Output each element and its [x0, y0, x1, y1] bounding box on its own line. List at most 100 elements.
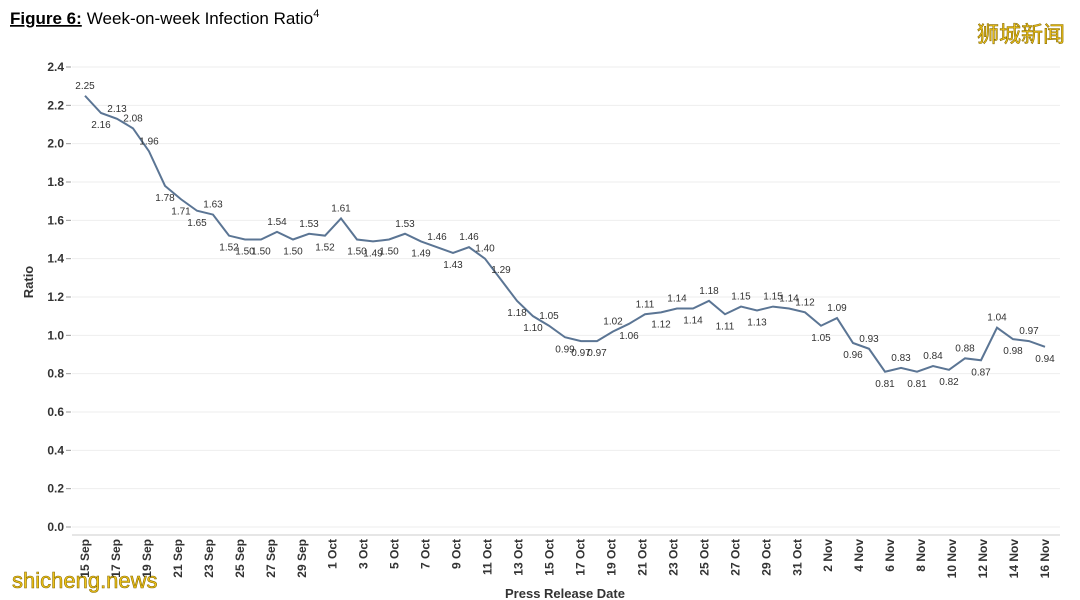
x-tick-label: 19 Sep — [140, 539, 154, 578]
data-label: 1.52 — [315, 243, 335, 254]
data-label: 1.11 — [636, 299, 655, 310]
x-tick-label: 7 Oct — [419, 539, 433, 569]
y-tick-label: 0.8 — [47, 367, 64, 381]
y-tick-label: 2.4 — [47, 60, 64, 74]
x-tick-label: 8 Nov — [914, 539, 928, 572]
x-tick-label: 27 Sep — [264, 539, 278, 578]
data-label: 1.71 — [171, 206, 191, 217]
data-label: 1.46 — [459, 232, 479, 243]
x-tick-label: 23 Oct — [666, 539, 680, 576]
data-label: 0.81 — [907, 379, 927, 390]
data-label: 1.14 — [683, 316, 703, 327]
data-label: 0.82 — [939, 377, 959, 388]
x-tick-label: 11 Oct — [481, 539, 495, 575]
data-label: 1.18 — [699, 286, 719, 297]
data-label: 1.12 — [651, 319, 671, 330]
data-label: 0.93 — [859, 334, 879, 345]
data-label: 0.97 — [571, 348, 591, 359]
x-tick-label: 2 Nov — [821, 539, 835, 572]
data-label: 1.05 — [811, 333, 831, 344]
data-label: 1.61 — [331, 203, 351, 214]
y-tick-label: 1.4 — [47, 252, 64, 266]
x-axis-label: Press Release Date — [505, 586, 625, 600]
data-label: 0.88 — [955, 343, 975, 354]
x-tick-label: 13 Oct — [512, 539, 526, 576]
x-tick-label: 15 Oct — [543, 539, 557, 576]
data-label: 0.83 — [891, 353, 911, 364]
data-label: 2.08 — [123, 113, 143, 124]
y-tick-label: 2.0 — [47, 137, 64, 151]
data-label: 0.97 — [1019, 326, 1039, 337]
x-tick-label: 25 Sep — [233, 539, 247, 578]
data-label: 1.05 — [539, 311, 559, 322]
data-label: 1.15 — [763, 292, 783, 303]
data-label: 1.14 — [667, 294, 687, 305]
title-text: Week-on-week Infection Ratio — [87, 9, 313, 28]
data-label: 1.06 — [619, 331, 639, 342]
data-label: 1.49 — [363, 248, 383, 259]
data-label: 1.11 — [716, 321, 735, 332]
data-label: 1.04 — [987, 313, 1007, 324]
data-label: 1.50 — [379, 247, 399, 258]
x-tick-label: 1 Oct — [326, 539, 340, 569]
watermark: shicheng.news — [12, 568, 158, 593]
data-label: 1.13 — [747, 317, 767, 328]
data-label: 1.14 — [779, 294, 799, 305]
chart-title: Figure 6: Week-on-week Infection Ratio4 — [10, 8, 319, 28]
x-tick-label: 5 Oct — [388, 539, 402, 569]
title-prefix: Figure 6: — [10, 9, 82, 28]
x-tick-label: 19 Oct — [604, 539, 618, 576]
x-tick-label: 14 Nov — [1007, 539, 1021, 579]
data-label: 0.98 — [1003, 346, 1023, 357]
data-label: 2.13 — [107, 104, 127, 115]
data-label: 1.09 — [827, 303, 847, 314]
x-tick-label: 21 Oct — [635, 539, 649, 576]
y-tick-label: 0.6 — [47, 405, 64, 419]
data-label: 1.50 — [283, 247, 303, 258]
data-label: 1.65 — [187, 218, 207, 229]
y-tick-label: 0.0 — [47, 520, 64, 534]
line — [84, 95, 1046, 373]
y-tick-label: 2.2 — [47, 98, 64, 112]
data-label: 1.12 — [795, 297, 815, 308]
data-label: 1.29 — [491, 265, 511, 276]
x-tick-label: 29 Sep — [295, 539, 309, 578]
data-label: 0.84 — [923, 351, 943, 362]
data-label: 1.02 — [603, 317, 623, 328]
x-tick-label: 27 Oct — [728, 539, 742, 576]
x-tick-label: 15 Sep — [78, 539, 92, 578]
y-tick-label: 1.8 — [47, 175, 64, 189]
y-tick-label: 0.4 — [47, 443, 64, 457]
watermark: 狮城新闻 — [977, 22, 1065, 47]
data-label: 0.94 — [1035, 354, 1055, 365]
x-tick-label: 17 Sep — [109, 539, 123, 578]
x-tick-label: 17 Oct — [573, 539, 587, 576]
data-label: 1.63 — [203, 200, 223, 211]
x-tick-label: 23 Sep — [202, 539, 216, 578]
x-tick-label: 9 Oct — [450, 539, 464, 569]
data-label: 1.53 — [299, 219, 319, 230]
x-tick-label: 3 Oct — [357, 539, 371, 569]
title-superscript: 4 — [313, 8, 319, 20]
x-tick-label: 21 Sep — [171, 539, 185, 578]
data-label: 0.96 — [843, 350, 863, 361]
data-label: 1.53 — [395, 219, 415, 230]
x-tick-label: 16 Nov — [1038, 539, 1052, 579]
data-label: 0.87 — [971, 367, 991, 378]
y-tick-label: 1.2 — [47, 290, 64, 304]
data-label: 1.40 — [475, 244, 495, 255]
y-tick-label: 1.6 — [47, 213, 64, 227]
x-tick-label: 12 Nov — [976, 539, 990, 579]
x-tick-label: 25 Oct — [697, 539, 711, 576]
y-tick-label: 1.0 — [47, 328, 64, 342]
x-tick-label: 10 Nov — [945, 539, 959, 579]
data-label: 2.25 — [75, 81, 95, 92]
data-label: 2.16 — [91, 120, 111, 131]
x-tick-label: 31 Oct — [790, 539, 804, 576]
data-label: 1.78 — [155, 193, 175, 204]
data-label: 1.96 — [139, 136, 159, 147]
data-label: 1.52 — [219, 243, 239, 254]
data-label: 1.43 — [443, 260, 463, 271]
